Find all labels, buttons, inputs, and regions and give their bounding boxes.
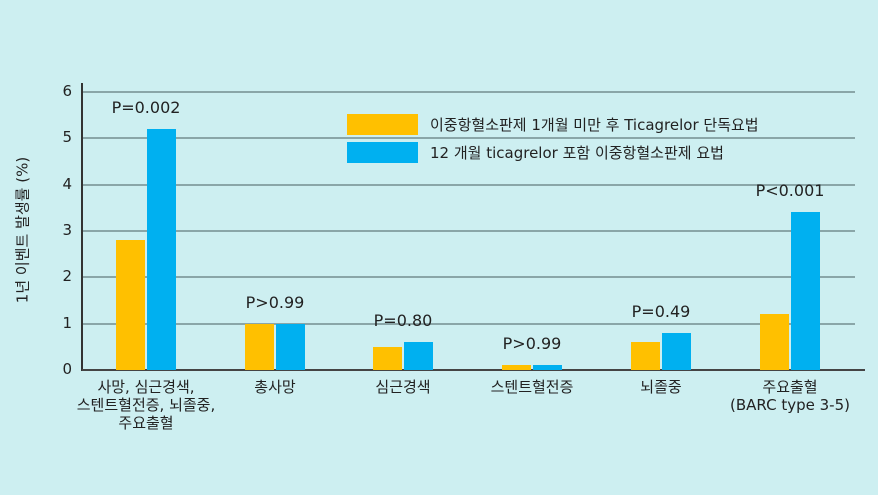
bar-ticagrelor-monotherapy bbox=[631, 342, 660, 370]
p-value-label: P=0.49 bbox=[631, 301, 691, 321]
x-category-label: 뇌졸중 bbox=[640, 378, 682, 396]
legend-label: 12 개월 ticagrelor 포함 이중항혈소판제 요법 bbox=[430, 143, 724, 162]
y-tick-label: 4 bbox=[62, 174, 72, 193]
y-tick-label: 6 bbox=[62, 82, 72, 100]
bar-ticagrelor-monotherapy bbox=[502, 365, 531, 370]
gridline bbox=[83, 230, 855, 232]
p-value-label: P=0.80 bbox=[373, 311, 433, 331]
gridline bbox=[83, 276, 855, 279]
legend-swatch-blue bbox=[347, 141, 418, 163]
gridline bbox=[83, 322, 855, 325]
bar-dapt-12-month bbox=[276, 323, 305, 370]
x-category-label: 총사망 bbox=[254, 378, 296, 396]
x-category-label: 스텐트혈전증 bbox=[490, 378, 574, 396]
legend: 이중항혈소판제 1개월 미만 후 Ticagrelor 단독요법 12 개월 t… bbox=[347, 112, 759, 168]
x-category-label: 사망, 심근경색, 스텐트혈전증, 뇌졸중, 주요출혈 bbox=[76, 378, 216, 432]
gridline bbox=[83, 137, 855, 140]
legend-swatch-yellow bbox=[347, 113, 418, 135]
legend-item-series-1: 이중항혈소판제 1개월 미만 후 Ticagrelor 단독요법 bbox=[347, 112, 759, 136]
x-category-label: 심근경색 bbox=[375, 378, 431, 396]
bar-ticagrelor-monotherapy bbox=[245, 323, 274, 370]
y-tick-label: 0 bbox=[62, 360, 72, 378]
bar-ticagrelor-monotherapy bbox=[760, 314, 789, 370]
gridline bbox=[83, 183, 855, 186]
legend-label: 이중항혈소판제 1개월 미만 후 Ticagrelor 단독요법 bbox=[430, 115, 759, 134]
y-axis-label: 1년 이벤트 발생률 (%) bbox=[13, 156, 32, 304]
p-value-label: P>0.99 bbox=[245, 292, 305, 312]
p-value-label: P<0.001 bbox=[755, 181, 825, 201]
bar-dapt-12-month bbox=[662, 332, 691, 370]
x-category-label: 주요출혈 (BARC type 3-5) bbox=[730, 378, 850, 414]
y-tick-label: 1 bbox=[62, 313, 72, 332]
p-value-label: P=0.002 bbox=[111, 98, 181, 118]
bar-dapt-12-month bbox=[147, 129, 176, 370]
y-tick-label: 3 bbox=[62, 221, 72, 239]
y-axis-line bbox=[81, 83, 83, 371]
bar-dapt-12-month bbox=[533, 365, 562, 370]
y-tick-label: 5 bbox=[62, 128, 72, 147]
x-axis-line bbox=[82, 369, 865, 371]
legend-item-series-2: 12 개월 ticagrelor 포함 이중항혈소판제 요법 bbox=[347, 140, 759, 164]
bar-ticagrelor-monotherapy bbox=[116, 240, 145, 370]
y-tick-label: 2 bbox=[62, 267, 72, 286]
gridline bbox=[83, 91, 855, 93]
bar-dapt-12-month bbox=[791, 212, 820, 370]
p-value-label: P>0.99 bbox=[502, 334, 562, 354]
bar-ticagrelor-monotherapy bbox=[373, 346, 402, 370]
bar-dapt-12-month bbox=[404, 342, 433, 370]
